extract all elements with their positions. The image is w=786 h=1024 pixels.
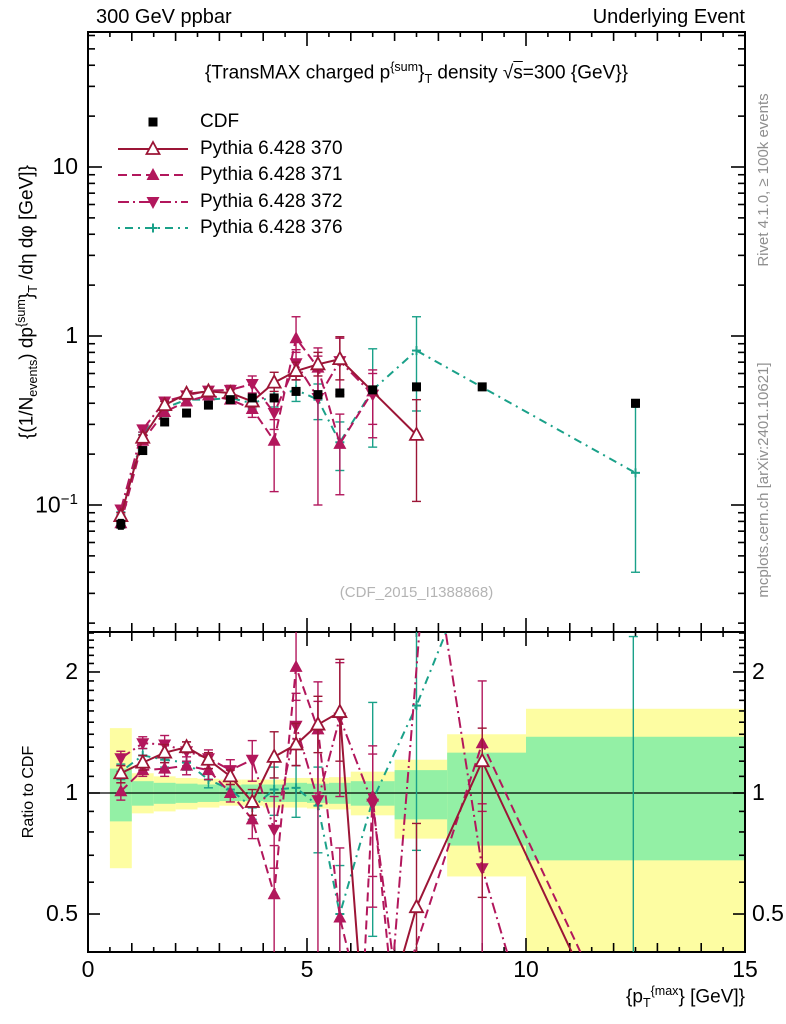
analysis-id-watermark: (CDF_2015_I1388868) <box>339 584 494 601</box>
x-tick-label-0: 0 <box>81 956 95 982</box>
y-ratio-left-tick-label-2: 2 <box>65 657 78 684</box>
legend-item-p370: Pythia 6.428 370 <box>116 138 343 160</box>
x-tick-label-10: 10 <box>513 956 539 982</box>
x-axis-title: {pT{max} [GeV]} <box>626 984 745 1011</box>
y-ratio-left-tick-label-0.5: 0.5 <box>46 900 78 926</box>
legend-label: Pythia 6.428 372 <box>200 190 343 212</box>
header-beam-energy: 300 GeV ppbar <box>96 6 232 28</box>
legend-marker-triangle-up-icon <box>118 168 188 180</box>
y-ratio-right-tick-label-2: 2 <box>752 657 765 684</box>
y-main-tick-label-0.1: 10−1 <box>35 491 78 518</box>
header-observable-group: Underlying Event <box>592 6 745 28</box>
legend-item-p371: Pythia 6.428 371 <box>116 164 343 186</box>
legend-marker-triangle-open-icon <box>118 139 188 155</box>
plot-title: {TransMAX charged p{sum}T density √s=300… <box>205 60 628 87</box>
legend-marker-triangle-down-icon <box>118 196 188 209</box>
legend-label: Pythia 6.428 370 <box>200 137 343 159</box>
legend-marker-square-icon <box>148 117 158 127</box>
y-main-tick-label-10: 10 <box>52 153 78 179</box>
legend-item-p372: Pythia 6.428 372 <box>116 191 343 213</box>
x-tick-label-15: 15 <box>732 956 758 982</box>
y-ratio-right-tick-label-1: 1 <box>752 779 765 805</box>
legend-label: Pythia 6.428 371 <box>200 164 343 185</box>
legend-label: CDF <box>200 111 240 132</box>
legend-label: Pythia 6.428 376 <box>200 217 343 238</box>
legend-item-cdf: CDF <box>116 111 239 133</box>
legend-marker-plus-icon <box>118 223 188 233</box>
legend-item-p376: Pythia 6.428 376 <box>116 217 343 239</box>
y-main-tick-label-1: 1 <box>65 322 78 348</box>
side-note-mcplots-reference: mcplots.cern.ch [arXiv:2401.10621] <box>755 362 772 598</box>
ratio-axis-title: Ratio to CDF <box>20 745 37 839</box>
x-tick-label-5: 5 <box>300 956 314 982</box>
y-ratio-left-tick-label-1: 1 <box>65 779 78 805</box>
y-ratio-right-tick-label-0.5: 0.5 <box>752 900 784 926</box>
